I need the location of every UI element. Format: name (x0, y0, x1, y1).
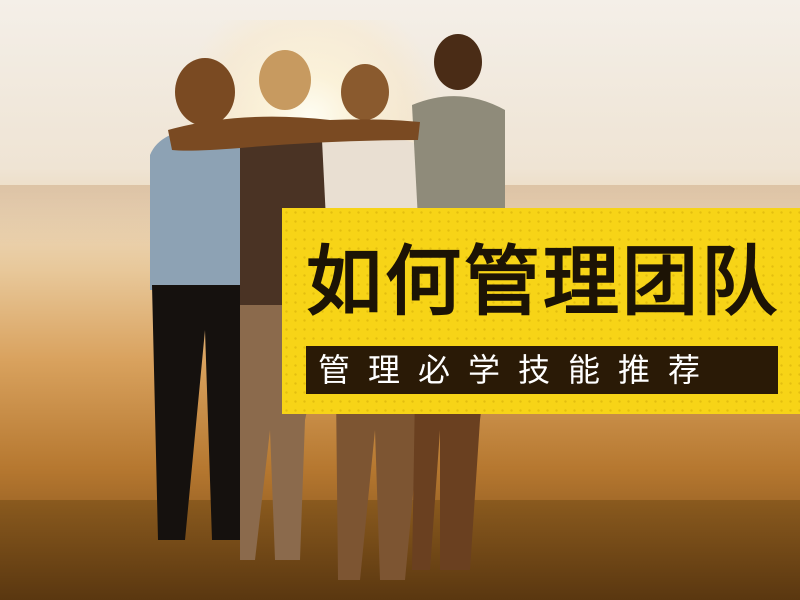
subtitle-bar: 管理必学技能推荐 (306, 346, 778, 394)
banner-subtitle: 管理必学技能推荐 (318, 351, 719, 389)
person-left (150, 58, 260, 540)
title-banner: 如何管理团队 管理必学技能推荐 (282, 208, 800, 414)
banner-title: 如何管理团队 (306, 237, 780, 326)
